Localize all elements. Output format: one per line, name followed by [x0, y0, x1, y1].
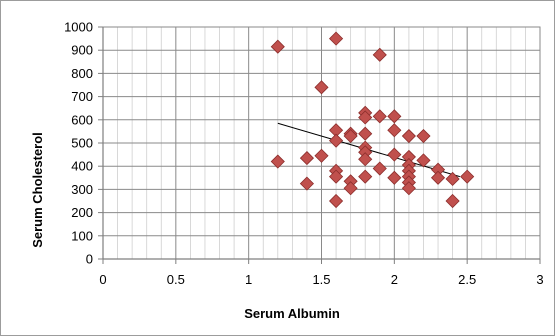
data-point — [430, 170, 446, 185]
data-point — [445, 193, 460, 209]
data-point — [329, 133, 344, 148]
y-tick-label: 1000 — [64, 20, 93, 35]
data-point — [401, 128, 416, 144]
data-point — [460, 169, 475, 184]
data-point — [358, 169, 373, 184]
data-point — [372, 109, 387, 124]
data-point — [387, 109, 402, 124]
data-point — [329, 31, 344, 46]
y-axis-tick-labels: 0 100 200 300 400 500 600 700 800 900 1000 — [64, 20, 103, 267]
data-point — [358, 110, 373, 125]
x-tick-label: 0.5 — [167, 272, 185, 287]
data-point — [329, 169, 344, 184]
y-tick-label: 0 — [86, 252, 93, 267]
data-point — [401, 181, 416, 196]
data-point — [416, 128, 431, 144]
data-points — [270, 31, 475, 209]
data-point — [343, 181, 358, 196]
data-point — [343, 128, 358, 144]
y-tick-label: 300 — [71, 182, 93, 197]
y-tick-label: 100 — [71, 228, 93, 243]
data-point — [387, 123, 402, 138]
y-tick-label: 800 — [71, 66, 93, 81]
x-tick-label: 0 — [99, 272, 106, 287]
y-tick-label: 900 — [71, 43, 93, 58]
y-tick-label: 600 — [71, 112, 93, 127]
x-axis-tick-labels: 0 0.5 1 1.5 2 2.5 3 — [99, 259, 544, 287]
data-point — [358, 152, 373, 167]
data-point — [372, 47, 387, 62]
x-tick-label: 2.5 — [458, 272, 476, 287]
y-tick-label: 200 — [71, 205, 93, 220]
data-point — [299, 151, 314, 166]
data-point — [387, 147, 402, 162]
x-tick-label: 2 — [391, 272, 398, 287]
x-tick-label: 1.5 — [312, 272, 330, 287]
y-axis-title: Serum Cholesterol — [30, 132, 45, 248]
x-tick-label: 1 — [245, 272, 252, 287]
data-point — [299, 176, 314, 191]
y-tick-label: 500 — [71, 136, 93, 151]
data-point — [329, 193, 344, 209]
y-tick-label: 700 — [71, 89, 93, 104]
data-point — [387, 170, 402, 185]
data-point — [314, 148, 329, 163]
data-point — [270, 39, 285, 54]
data-point — [445, 171, 460, 187]
y-tick-label: 400 — [71, 159, 93, 174]
data-point — [358, 126, 373, 141]
x-axis-title: Serum Albumin — [244, 306, 340, 321]
x-tick-label: 3 — [536, 272, 543, 287]
data-point — [270, 154, 285, 169]
data-point — [372, 161, 387, 176]
data-point — [416, 153, 431, 168]
data-point — [314, 80, 329, 95]
